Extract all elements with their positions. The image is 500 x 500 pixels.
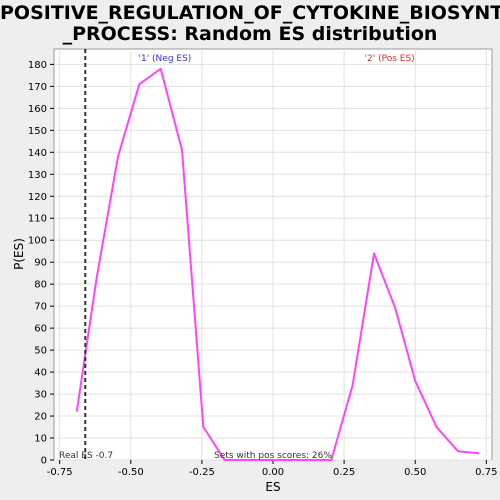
es-distribution-line (75, 67, 480, 461)
x-tick-label: -0.75 (47, 467, 73, 478)
y-tick-label: 20 (34, 412, 47, 423)
y-axis: 0 10 20 30 40 50 60 70 80 90 100 110 120 130 140 150 160… (28, 60, 54, 467)
y-tick-label: 0 (41, 456, 47, 467)
grid-lines (54, 49, 492, 461)
x-tick-label: -0.50 (118, 467, 144, 478)
y-tick-label: 110 (28, 214, 47, 225)
pos-scores-label: Sets with pos scores: 26% (214, 451, 332, 461)
y-tick-label: 60 (34, 324, 47, 335)
annotations: Real ES -0.7 '1' (Neg ES) '2' (Pos ES) Sets… (59, 49, 415, 461)
y-tick-label: 50 (34, 346, 47, 357)
y-tick-label: 180 (28, 60, 47, 71)
y-tick-label: 90 (34, 258, 47, 269)
chart-title-line-1: POSITIVE_REGULATION_OF_CYTOKINE_BIOSYNTH… (0, 2, 500, 24)
x-axis-label: ES (265, 480, 280, 494)
y-tick-label: 170 (28, 82, 47, 93)
real-es-label: Real ES -0.7 (59, 451, 113, 461)
x-tick-label: 0.75 (475, 467, 497, 478)
x-tick-label: 0.00 (262, 467, 284, 478)
chart-title-line-2: _PROCESS: Random ES distribution (62, 23, 438, 45)
y-tick-label: 100 (28, 236, 47, 247)
y-tick-label: 120 (28, 192, 47, 203)
x-tick-label: 0.25 (333, 467, 355, 478)
y-tick-label: 160 (28, 104, 47, 115)
y-tick-label: 40 (34, 368, 47, 379)
y-tick-label: 70 (34, 302, 47, 313)
x-tick-label: -0.25 (189, 467, 215, 478)
y-tick-label: 140 (28, 148, 47, 159)
y-tick-label: 30 (34, 390, 47, 401)
y-tick-label: 150 (28, 126, 47, 137)
x-tick-label: 0.50 (404, 467, 426, 478)
x-axis: -0.75 -0.50 -0.25 0.00 0.25 0.50 0.75 (47, 460, 497, 478)
group-label: '1' (Neg ES) (139, 54, 192, 64)
y-tick-label: 10 (34, 434, 47, 445)
y-tick-label: 130 (28, 170, 47, 181)
group-label: '2' (Pos ES) (365, 54, 415, 64)
y-tick-label: 80 (34, 280, 47, 291)
series-group (75, 67, 480, 461)
y-axis-label: P(ES) (12, 238, 26, 270)
